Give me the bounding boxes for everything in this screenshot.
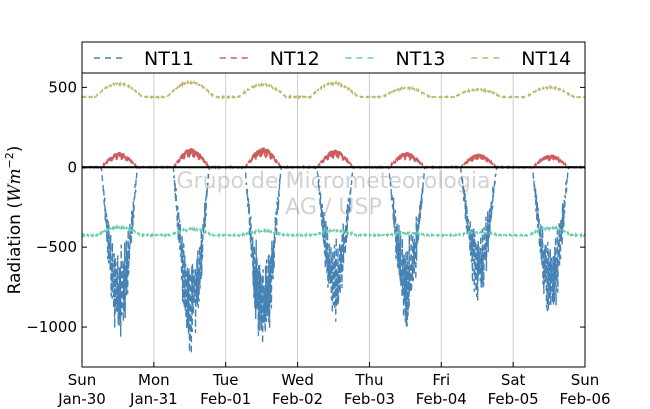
vertical-gridlines bbox=[153, 73, 514, 367]
x-tick-label-date: Jan-31 bbox=[129, 390, 178, 408]
x-tick-label-day: Mon bbox=[138, 371, 170, 389]
legend: NT11 NT12 NT13 NT14 bbox=[81, 41, 586, 74]
x-tick-label-date: Feb-05 bbox=[488, 390, 539, 408]
x-axis-ticks: SunJan-30MonJan-31TueFeb-01WedFeb-02ThuF… bbox=[57, 362, 611, 408]
watermark-line: AG / USP bbox=[285, 195, 381, 220]
y-axis-ticks: 500 0 −500 −1000 bbox=[26, 78, 585, 336]
x-tick-label-date: Feb-04 bbox=[416, 390, 467, 408]
legend-box bbox=[81, 41, 586, 74]
legend-label-nt13: NT13 bbox=[396, 48, 446, 70]
y-axis-label-exponent: −2 bbox=[3, 152, 16, 168]
y-tick-label: −1000 bbox=[26, 318, 77, 336]
x-tick-label-day: Sun bbox=[68, 371, 97, 389]
y-tick-label: 500 bbox=[48, 78, 77, 96]
y-axis-label-unit: Wm bbox=[5, 168, 25, 202]
y-tick-label: −500 bbox=[36, 238, 77, 256]
series-nt12-line bbox=[81, 147, 586, 170]
watermark-line: Grupo de Micrometeorologia bbox=[177, 169, 491, 194]
x-tick-label-day: Tue bbox=[212, 371, 239, 389]
y-tick-label: 0 bbox=[67, 158, 77, 176]
y-axis-label-main: Radiation ( bbox=[5, 202, 25, 294]
series-nt14-line bbox=[81, 78, 586, 101]
x-tick-label-day: Thu bbox=[354, 371, 383, 389]
y-axis-label-close: ) bbox=[5, 146, 25, 153]
series-nt13-line bbox=[81, 223, 586, 239]
legend-label-nt14: NT14 bbox=[521, 48, 571, 70]
x-tick-label-day: Wed bbox=[281, 371, 314, 389]
legend-label-nt12: NT12 bbox=[270, 48, 320, 70]
x-tick-label-date: Feb-03 bbox=[344, 390, 395, 408]
x-tick-label-day: Sun bbox=[571, 371, 600, 389]
x-tick-label-date: Jan-30 bbox=[57, 390, 106, 408]
x-tick-label-day: Fri bbox=[432, 371, 450, 389]
x-tick-label-date: Feb-02 bbox=[272, 390, 323, 408]
plot-frame bbox=[81, 72, 586, 368]
x-tick-label-day: Sat bbox=[501, 371, 526, 389]
x-tick-label-date: Feb-06 bbox=[559, 390, 610, 408]
y-axis-label: Radiation (Wm−2) bbox=[3, 146, 25, 295]
legend-label-nt11: NT11 bbox=[144, 48, 194, 70]
x-tick-label-date: Feb-01 bbox=[200, 390, 251, 408]
